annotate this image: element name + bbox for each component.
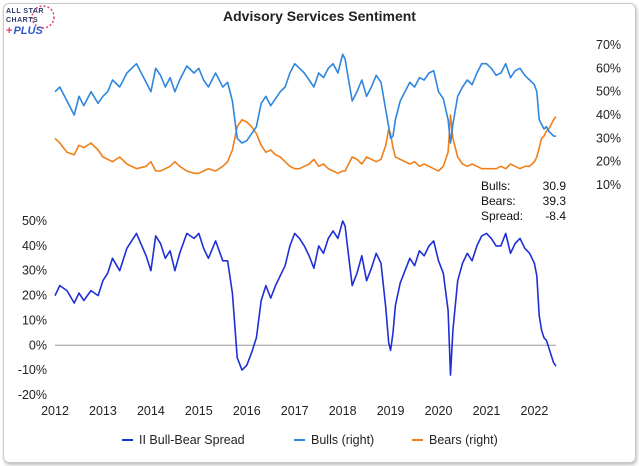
bottom-y-tick-label: 40% [22,239,47,253]
series-line-bears [54,114,557,175]
logo-arc-icon [31,5,55,29]
bottom-y-tick-label: 10% [22,313,47,327]
logo-line-2: CHARTS [6,17,39,24]
bottom-y-tick-label: -10% [18,363,47,377]
stat-value: 30.9 [543,179,567,193]
legend-item-bulls: Bulls (right) [294,433,374,447]
bottom-y-tick-label: 30% [22,264,47,278]
legend-item-spread: II Bull-Bear Spread [122,433,245,447]
stat-label: Spread: [481,209,523,223]
legend-item-bears: Bears (right) [412,433,498,447]
legend-label-bulls: Bulls (right) [311,433,375,447]
logo-plus-text: PLUS [13,25,43,37]
legend-label-spread: II Bull-Bear Spread [139,433,245,447]
x-tick-label: 2015 [185,404,213,418]
chart-frame [3,3,636,463]
top-y-tick-label: 10% [596,178,621,192]
logo-line-1: ALL STAR [6,8,44,15]
top-y-tick-label: 70% [596,38,621,52]
bottom-y-tick-label: 20% [22,289,47,303]
stat-value: -8.4 [545,209,566,223]
x-tick-label: 2018 [329,404,357,418]
stat-label: Bears: [481,194,516,208]
series-line-bulls [54,53,557,144]
x-tick-label: 2021 [473,404,501,418]
top-y-tick-label: 60% [596,61,621,75]
top-y-tick-label: 20% [596,155,621,169]
top-y-tick-label: 40% [596,108,621,122]
top-y-tick-label: 50% [596,85,621,99]
stat-label: Bulls: [481,179,510,193]
x-tick-label: 2017 [281,404,309,418]
x-tick-label: 2022 [521,404,549,418]
logo-plus-glyph: + [6,25,13,37]
bottom-y-tick-label: 50% [22,214,47,228]
x-tick-label: 2013 [89,404,117,418]
chart-title: Advisory Services Sentiment [223,8,416,24]
x-tick-label: 2016 [233,404,261,418]
x-tick-label: 2012 [41,404,69,418]
x-tick-label: 2020 [425,404,453,418]
bottom-y-tick-label: 0% [29,338,47,352]
x-tick-label: 2019 [377,404,405,418]
legend-swatch-bulls [294,439,305,441]
logo-line-3: +PLUS [6,25,43,37]
series-line-spread [54,220,557,376]
legend-swatch-spread [122,439,133,441]
legend-swatch-bears [412,439,423,441]
chart-legend: II Bull-Bear Spread Bulls (right) Bears … [0,433,639,453]
bottom-y-tick-label: -20% [18,388,47,402]
stat-value: 39.3 [543,194,567,208]
top-y-tick-label: 30% [596,131,621,145]
legend-label-bears: Bears (right) [429,433,498,447]
x-tick-label: 2014 [137,404,165,418]
brand-logo: ALL STAR CHARTS +PLUS [6,5,56,44]
